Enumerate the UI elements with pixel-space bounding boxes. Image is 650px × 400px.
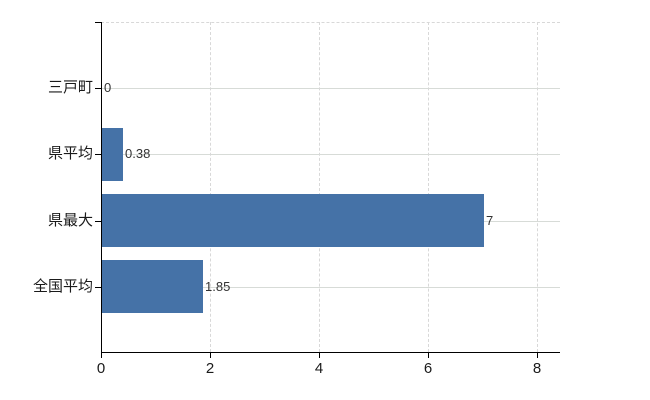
x-axis-tick — [319, 353, 320, 358]
gridline-horizontal — [101, 88, 560, 89]
y-axis-tick — [95, 154, 101, 155]
x-tick-label: 4 — [314, 360, 324, 377]
gridline-vertical — [319, 22, 320, 352]
bar-value-label: 0.38 — [125, 146, 151, 161]
bar-value-label: 0 — [104, 80, 112, 95]
plot-top-border — [101, 22, 560, 23]
bar — [102, 128, 123, 181]
y-axis — [101, 22, 102, 353]
y-axis-tick — [95, 22, 101, 23]
gridline-vertical — [210, 22, 211, 352]
gridline-horizontal — [101, 286, 560, 288]
category-label: 県平均 — [47, 145, 93, 162]
gridline-vertical — [428, 22, 429, 352]
x-tick-label: 8 — [532, 360, 542, 377]
bar — [102, 194, 484, 247]
category-label: 三戸町 — [47, 79, 93, 96]
x-axis-tick — [101, 353, 102, 358]
gridline-vertical — [537, 22, 538, 352]
y-axis-tick — [95, 287, 101, 288]
y-axis-tick — [95, 221, 101, 222]
category-label: 全国平均 — [32, 278, 93, 295]
x-tick-label: 0 — [96, 360, 106, 377]
x-tick-label: 2 — [205, 360, 215, 377]
bar — [102, 260, 203, 313]
x-axis — [101, 352, 560, 353]
x-axis-tick — [428, 353, 429, 358]
bar-value-label: 1.85 — [205, 279, 231, 294]
category-label: 県最大 — [47, 212, 93, 229]
x-tick-label: 6 — [423, 360, 433, 377]
bar-value-label: 7 — [486, 213, 494, 228]
x-axis-tick — [210, 353, 211, 358]
y-axis-tick — [95, 88, 101, 89]
x-axis-tick — [537, 353, 538, 358]
gridline-horizontal — [101, 154, 560, 156]
